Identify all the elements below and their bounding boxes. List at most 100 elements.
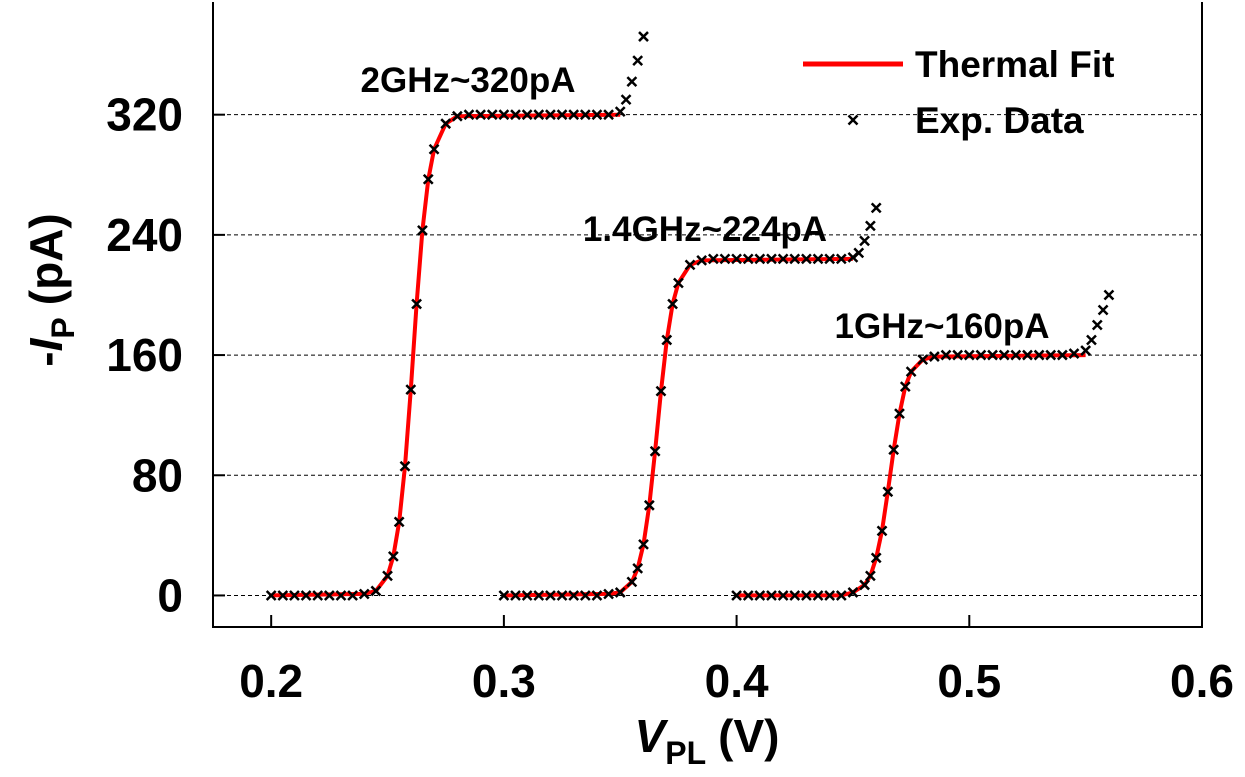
data-marker: [428, 143, 440, 155]
data-marker: [591, 109, 603, 121]
data-marker: [568, 109, 580, 121]
y-label-subscript: P: [45, 317, 81, 338]
data-marker: [812, 253, 824, 265]
data-marker: [614, 106, 626, 118]
data-marker: [382, 570, 393, 582]
data-marker: [865, 570, 876, 582]
data-marker: [1097, 304, 1109, 316]
data-marker: [940, 349, 952, 361]
data-marker: [603, 588, 614, 600]
y-label-unit: (pA): [20, 213, 72, 305]
data-marker: [987, 349, 998, 361]
data-marker: [777, 253, 789, 265]
data-marker: [626, 576, 638, 588]
y-axis-label: -IP (pA): [20, 213, 81, 366]
data-marker: [1086, 334, 1097, 346]
data-marker: [417, 224, 428, 236]
x-tick-label: 0.3: [472, 655, 536, 707]
data-marker: [742, 590, 754, 601]
data-marker: [789, 590, 801, 601]
data-marker: [411, 298, 423, 310]
data-marker: [1010, 349, 1022, 361]
data-marker: [754, 590, 766, 601]
data-marker: [626, 76, 638, 88]
data-marker: [1091, 319, 1103, 331]
data-marker: [859, 579, 870, 591]
x-tick-label: 0.2: [239, 655, 303, 707]
data-marker: [719, 253, 731, 265]
data-marker: [632, 55, 644, 66]
data-marker: [603, 109, 614, 121]
data-marker: [323, 590, 335, 601]
data-marker: [451, 110, 463, 122]
data-marker: [789, 253, 801, 265]
data-marker: [1022, 349, 1033, 361]
data-marker: [405, 384, 417, 396]
data-marker: [801, 253, 812, 265]
x-label-unit: (V): [718, 710, 779, 762]
data-marker: [463, 109, 475, 121]
data-marker: [870, 552, 882, 564]
data-marker: [568, 590, 580, 601]
data-marker: [731, 253, 742, 265]
x-label-subscript: PL: [665, 735, 706, 771]
x-tick-label: 0.6: [1170, 655, 1234, 707]
data-marker: [894, 408, 905, 420]
annotation: 2GHz~320pA: [361, 61, 576, 100]
data-marker: [1103, 289, 1115, 301]
data-marker: [312, 590, 324, 601]
data-marker: [975, 349, 987, 361]
y-tick-label: 240: [106, 209, 183, 261]
data-marker: [998, 349, 1010, 361]
data-marker: [486, 109, 498, 121]
data-marker: [882, 486, 894, 498]
data-marker: [696, 255, 708, 266]
data-marker: [510, 109, 521, 121]
data-marker: [370, 585, 382, 597]
data-marker: [766, 590, 777, 601]
fit-line: [503, 256, 853, 598]
data-marker: [917, 354, 929, 365]
data-marker: [521, 109, 533, 121]
data-marker: [1033, 349, 1045, 361]
data-marker: [673, 277, 684, 289]
x-tick-label: 0.4: [705, 655, 769, 707]
data-marker: [545, 590, 556, 601]
data-marker: [475, 109, 486, 121]
data-marker: [1056, 349, 1068, 361]
data-marker: [888, 444, 900, 456]
data-marker: [1068, 348, 1080, 359]
data-marker: [876, 525, 888, 537]
data-marker: [347, 590, 359, 601]
data-marker: [277, 590, 289, 601]
data-marker: [835, 590, 847, 601]
data-marker: [905, 366, 917, 377]
y-tick-label: 80: [132, 449, 183, 501]
data-marker: [632, 563, 644, 574]
annotation: 1.4GHz~224pA: [583, 210, 827, 249]
data-marker: [422, 173, 434, 185]
data-marker: [498, 590, 510, 601]
data-marker: [533, 109, 545, 121]
data-marker: [655, 385, 667, 397]
data-marker: [265, 590, 277, 601]
data-marker: [510, 590, 521, 601]
data-marker: [777, 590, 789, 601]
data-marker: [1045, 349, 1057, 361]
data-marker: [707, 253, 719, 265]
data-marker: [638, 31, 649, 42]
data-marker: [300, 590, 312, 601]
data-marker: [393, 516, 405, 528]
data-marker: [865, 220, 876, 232]
annotation: 1GHz~160pA: [835, 307, 1050, 346]
data-marker: [638, 538, 649, 550]
data-marker: [579, 590, 591, 601]
y-label-prefix: -: [20, 351, 72, 366]
data-marker: [498, 109, 510, 121]
data-marker: [643, 499, 655, 511]
data-marker: [766, 253, 777, 265]
data-marker: [591, 590, 603, 601]
y-tick-label: 0: [157, 569, 183, 621]
x-axis-label: VPL (V): [635, 710, 780, 771]
